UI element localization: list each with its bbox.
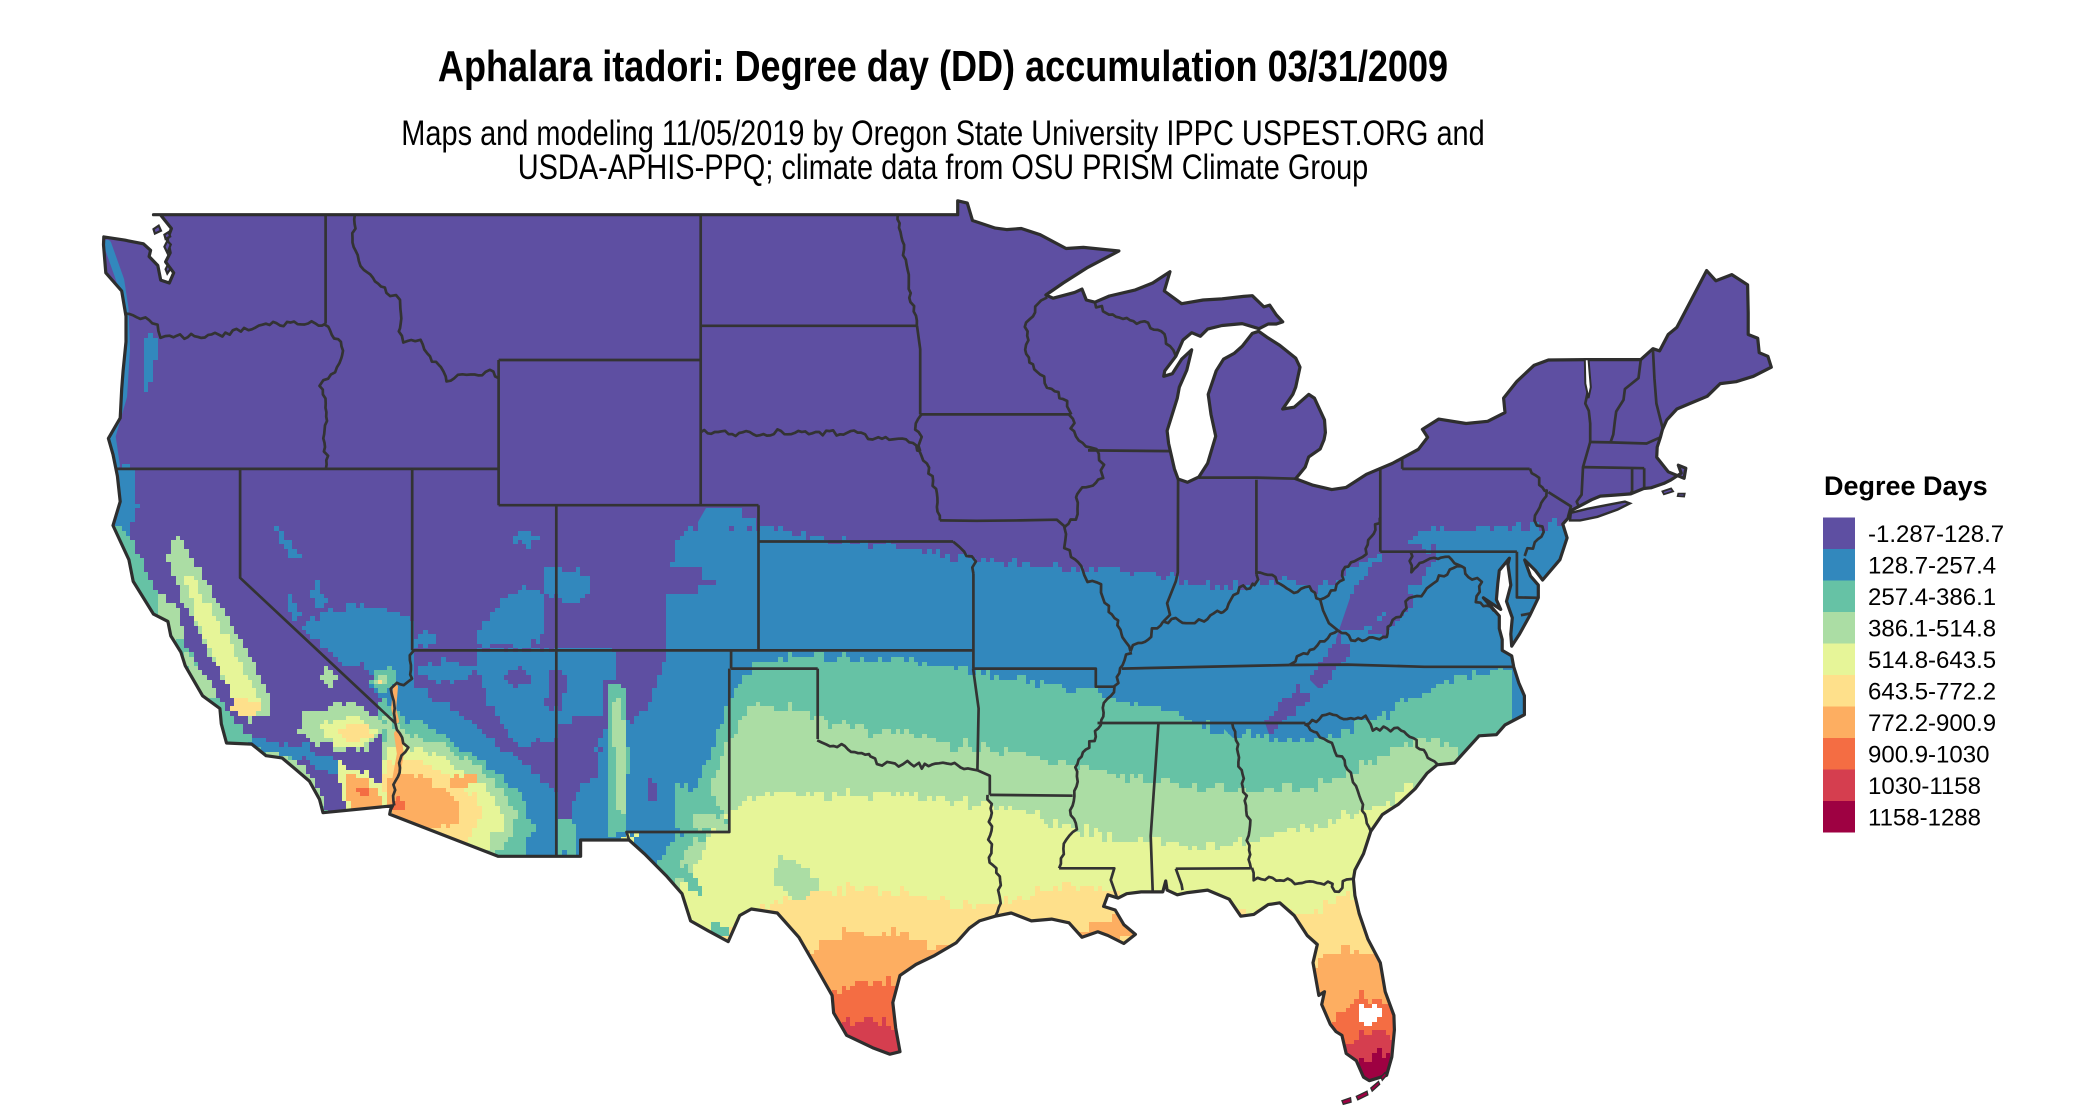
svg-text:Degree Days: Degree Days [1824, 471, 1988, 501]
svg-text:772.2-900.9: 772.2-900.9 [1868, 710, 1996, 737]
svg-text:1158-1288: 1158-1288 [1868, 804, 1981, 831]
svg-text:643.5-772.2: 643.5-772.2 [1868, 678, 1996, 705]
svg-text:Aphalara itadori: Degree day (: Aphalara itadori: Degree day (DD) accumu… [438, 42, 1448, 91]
svg-text:1030-1158: 1030-1158 [1868, 773, 1981, 800]
svg-text:USDA-APHIS-PPQ; climate data f: USDA-APHIS-PPQ; climate data from OSU PR… [518, 147, 1369, 186]
svg-text:-1.287-128.7: -1.287-128.7 [1868, 521, 2004, 548]
svg-text:386.1-514.8: 386.1-514.8 [1868, 615, 1996, 642]
svg-text:Maps and modeling 11/05/2019 b: Maps and modeling 11/05/2019 by Oregon S… [401, 113, 1484, 152]
svg-text:128.7-257.4: 128.7-257.4 [1868, 552, 1996, 579]
svg-text:514.8-643.5: 514.8-643.5 [1868, 647, 1996, 674]
svg-text:900.9-1030: 900.9-1030 [1868, 741, 1989, 768]
svg-text:257.4-386.1: 257.4-386.1 [1868, 584, 1996, 611]
